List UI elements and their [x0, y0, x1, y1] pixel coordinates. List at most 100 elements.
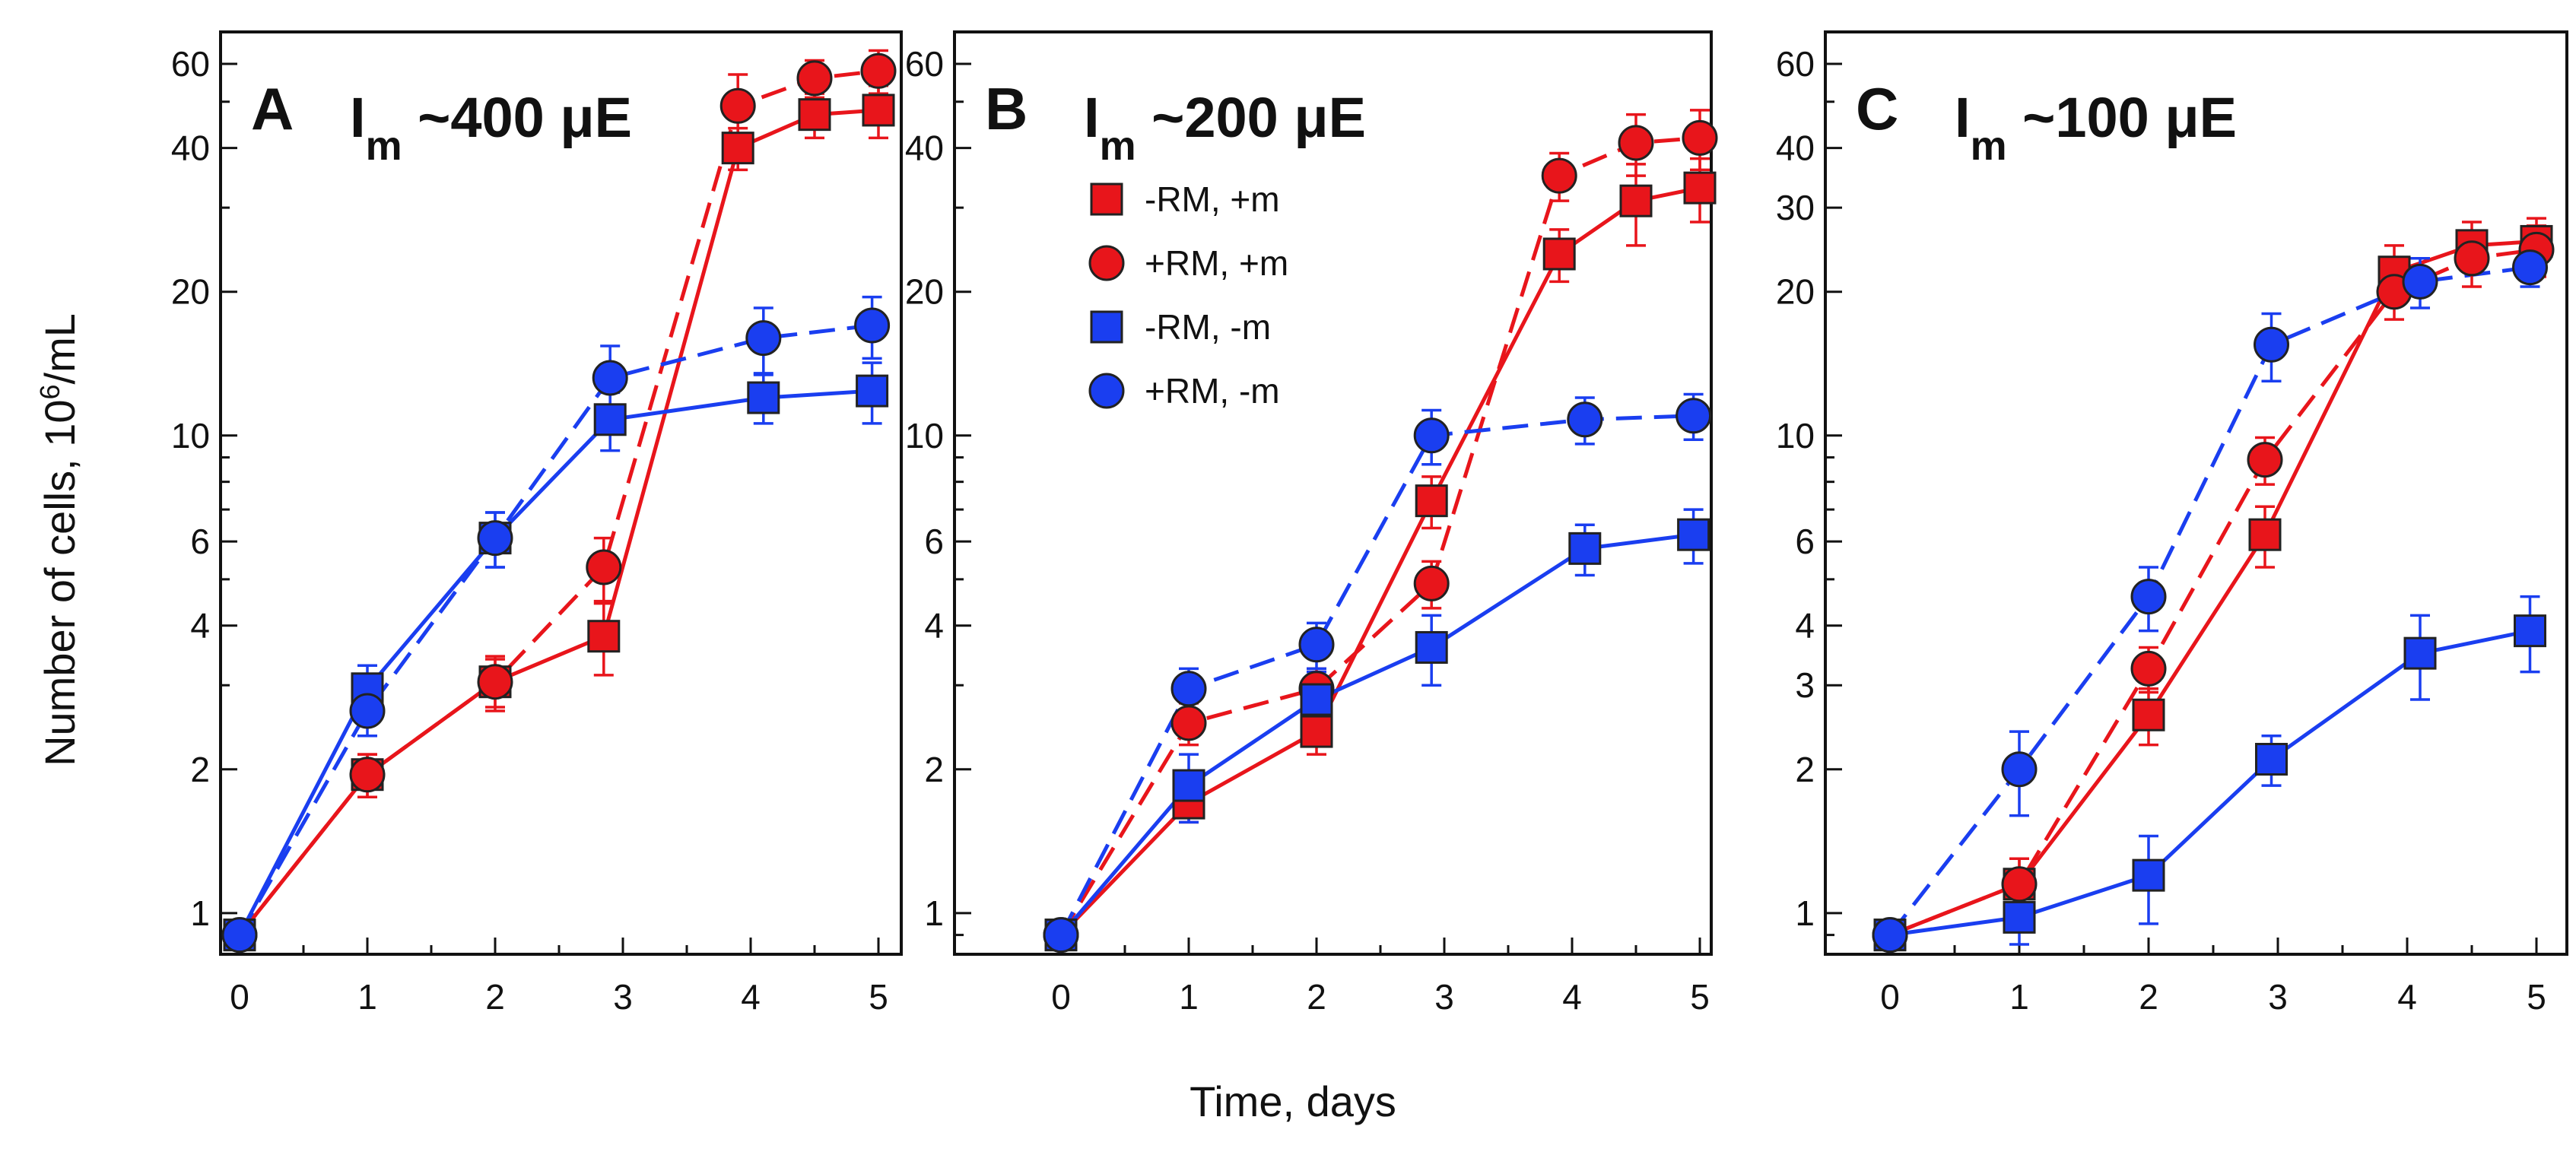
data-point-square — [1542, 237, 1576, 271]
data-point-circle — [1413, 417, 1450, 454]
data-point-circle — [477, 520, 513, 557]
y-tick-label: 2 — [190, 750, 210, 789]
data-point-circle — [1618, 125, 1654, 161]
legend-label: +RM, +m — [1145, 243, 1288, 283]
series-line — [1889, 239, 2537, 937]
panel-title-subscript: m — [1971, 123, 2007, 169]
x-tick-label: 5 — [869, 977, 888, 1017]
data-point-circle — [1043, 917, 1079, 954]
y-tick-label: 6 — [924, 522, 944, 561]
series-line — [1059, 532, 1694, 937]
y-tick-label: 40 — [171, 129, 210, 168]
y-tick-label: 6 — [1795, 522, 1815, 561]
y-axis-title-exponent: 6 — [34, 384, 65, 399]
series-line — [1888, 265, 2530, 937]
data-point-square — [2248, 518, 2282, 551]
data-point-square — [1568, 531, 1602, 565]
y-tick-label: 1 — [190, 893, 210, 933]
plot-frame — [1824, 30, 2568, 956]
data-point-square — [1619, 184, 1653, 217]
data-point-circle — [1567, 401, 1603, 438]
y-tick-label: 10 — [1776, 416, 1815, 455]
data-point-circle — [1676, 398, 1712, 434]
data-point-square — [1300, 683, 1333, 716]
panel-title: Im ~200 μE — [1084, 86, 1366, 169]
data-point-circle — [2130, 579, 2167, 615]
data-point-square — [1172, 769, 1205, 802]
data-point-square — [1300, 715, 1333, 748]
y-axis-title: Number of cells, 106/mL — [34, 313, 84, 766]
x-tick-label: 4 — [741, 977, 761, 1017]
legend-circle-marker — [1088, 245, 1125, 281]
data-point-circle — [1872, 917, 1908, 954]
y-tick-label: 20 — [171, 272, 210, 312]
data-point-square — [1415, 630, 1448, 664]
series-line — [1889, 247, 2537, 937]
x-tick-label: 0 — [230, 977, 249, 1017]
data-point-circle — [221, 917, 258, 954]
panel-letter: B — [985, 75, 1028, 142]
data-point-circle — [1170, 705, 1207, 741]
data-point-circle — [2254, 326, 2289, 363]
plot-frame — [953, 30, 1713, 956]
x-tick-label: 5 — [2527, 977, 2546, 1017]
panel-title: Im ~400 μE — [350, 86, 632, 169]
data-point-circle — [2512, 249, 2548, 286]
panel-title-main: I — [1955, 86, 1971, 149]
series-line — [238, 68, 879, 937]
data-point-square — [2514, 614, 2546, 648]
x-tick-label: 1 — [1179, 977, 1199, 1017]
x-tick-label: 1 — [2009, 977, 2029, 1017]
panel-title-subscript: m — [1100, 123, 1136, 169]
y-tick-label: 6 — [190, 522, 210, 561]
y-tick-label: 60 — [1776, 44, 1815, 84]
x-tick-label: 1 — [357, 977, 377, 1017]
plot-frame — [219, 30, 903, 956]
data-point-circle — [592, 360, 628, 396]
data-point-square — [856, 374, 889, 408]
x-tick-label: 2 — [2139, 977, 2158, 1017]
data-point-square — [2255, 742, 2288, 776]
y-tick-label: 3 — [1795, 665, 1815, 705]
panel-letter: A — [251, 75, 294, 142]
series-line — [238, 108, 879, 937]
legend-label: +RM, -m — [1145, 371, 1280, 411]
panel-title-rest: ~100 μE — [2007, 86, 2237, 149]
data-point-circle — [860, 52, 897, 89]
series-line — [237, 389, 872, 936]
data-point-circle — [477, 664, 513, 700]
data-point-circle — [349, 757, 386, 793]
x-tick-label: 4 — [1562, 977, 1582, 1017]
x-tick-label: 3 — [1434, 977, 1454, 1017]
x-tick-label: 5 — [1690, 977, 1710, 1017]
data-point-circle — [2001, 751, 2038, 788]
panel-title-rest: ~200 μE — [1136, 86, 1366, 149]
series-line — [1059, 414, 1694, 936]
data-point-circle — [719, 87, 756, 124]
y-tick-label: 10 — [905, 416, 944, 455]
data-point-circle — [349, 693, 386, 729]
data-point-square — [2132, 858, 2165, 892]
data-point-circle — [854, 307, 891, 344]
panel-title-main: I — [1084, 86, 1100, 149]
y-tick-label: 60 — [905, 44, 944, 84]
series-line — [1889, 629, 2531, 938]
legend: -RM, +m +RM, +m -RM, -m +RM, -m — [1088, 179, 1288, 411]
data-point-circle — [2454, 240, 2490, 277]
data-point-circle — [1541, 157, 1577, 194]
x-axis-title: Time, days — [1190, 1077, 1396, 1125]
data-point-circle — [586, 549, 622, 585]
y-axis-title-base: Number of cells, 10 — [36, 399, 84, 766]
x-tick-label: 3 — [2268, 977, 2288, 1017]
data-point-square — [1683, 171, 1717, 205]
y-tick-label: 1 — [924, 893, 944, 933]
panel-letter: C — [1856, 75, 1898, 142]
data-point-circle — [1682, 119, 1718, 156]
y-tick-label: 30 — [1776, 188, 1815, 227]
legend-square-marker — [1090, 310, 1123, 344]
x-tick-label: 4 — [2397, 977, 2417, 1017]
panel-title-rest: ~400 μE — [402, 86, 632, 149]
